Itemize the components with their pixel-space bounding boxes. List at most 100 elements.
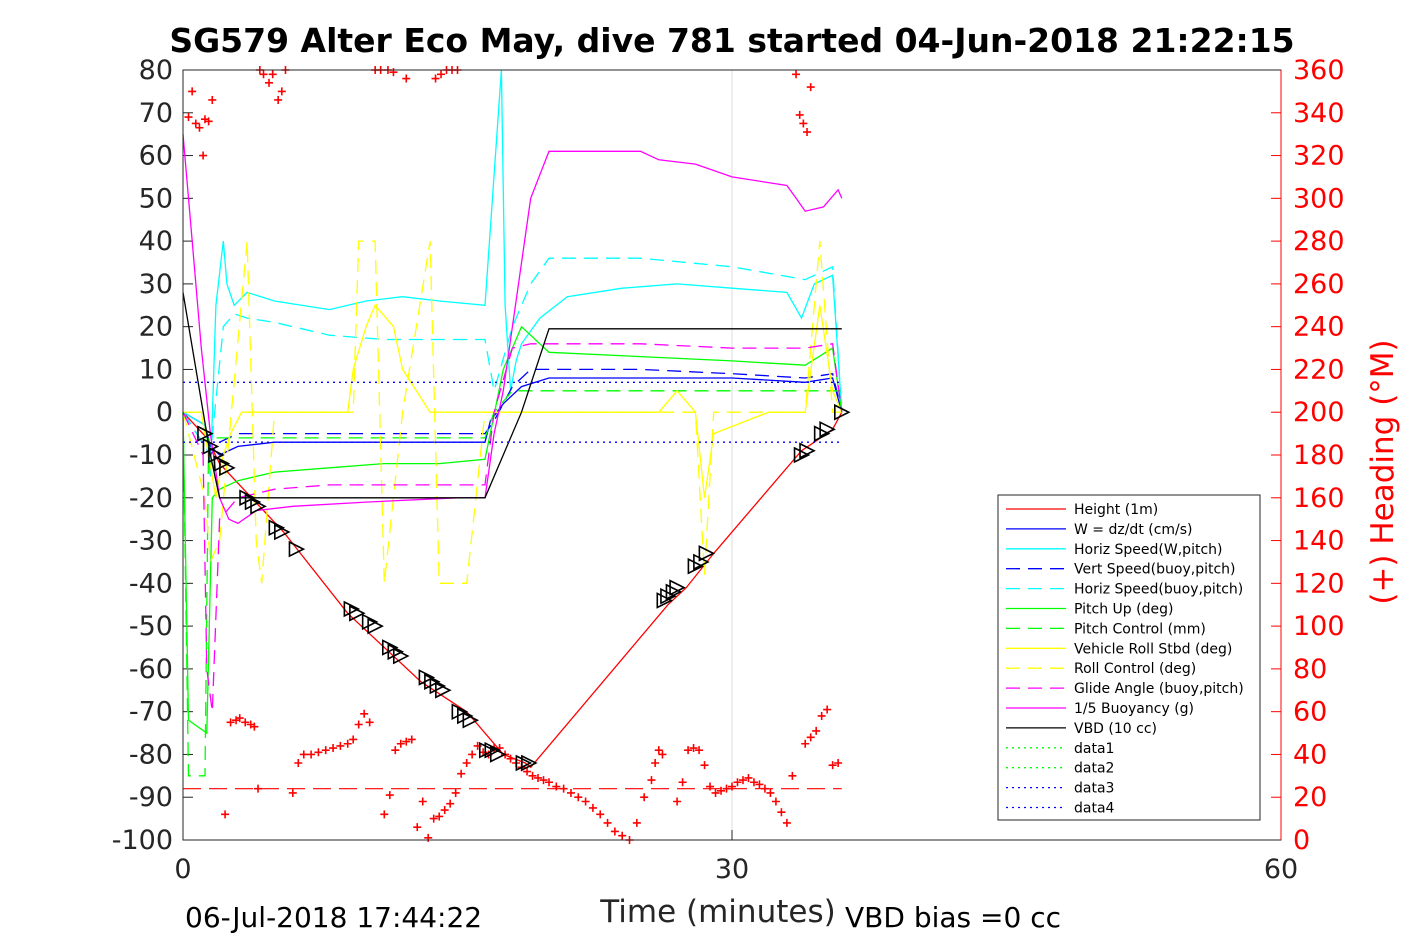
heading-point [766,788,775,797]
triangle-marker [239,489,256,507]
y-tick-label-right: 180 [1293,440,1345,471]
heading-point [208,95,217,104]
triangle-marker [451,703,469,720]
triangle-marker [213,455,231,472]
y-axis-label-right: (+) Heading (°M) [1365,339,1401,604]
y-tick-label-left: -10 [129,440,173,471]
triangle-marker [268,519,286,537]
y-tick-label-right: 120 [1293,568,1345,599]
triangle-marker [367,617,384,635]
heading-point [588,803,597,812]
triangle-marker [208,446,225,464]
heading-point [195,123,204,132]
y-tick-label-left: 60 [139,141,173,172]
y-tick-label-left: 40 [139,226,173,257]
y-tick-label-right: 40 [1293,739,1327,770]
heading-point [418,797,427,806]
y-tick-label-left: 20 [139,312,173,343]
heading-point [307,750,316,759]
heading-point [678,778,687,787]
triangle-marker [793,446,811,464]
triangle-marker [833,403,851,421]
y-tick-label-right: 300 [1293,183,1345,214]
heading-point [760,784,769,793]
heading-point [788,771,797,780]
heading-point [706,782,715,791]
triangle-marker [693,553,710,571]
y-tick-label-right: 20 [1293,782,1327,813]
triangle-marker [660,587,677,605]
heading-point [343,739,352,748]
triangle-marker [799,442,816,460]
y-tick-label-right: 280 [1293,226,1345,257]
heading-point [559,784,568,793]
triangle-marker [819,421,836,438]
heading-point [407,735,416,744]
legend-label: Roll Control (deg) [1074,661,1196,677]
triangle-marker [489,746,507,763]
heading-point [268,70,277,79]
triangle-marker [669,579,686,596]
heading-point [782,818,791,827]
legend-label: W = dz/dt (cm/s) [1074,522,1193,538]
heading-point [184,113,193,122]
heading-point [241,718,250,727]
y-tick-label-right: 240 [1293,312,1345,343]
y-tick-label-right: 360 [1293,55,1345,86]
y-tick-label-left: 30 [139,269,173,300]
heading-point [806,733,815,742]
y-tick-label-right: 160 [1293,483,1345,514]
heading-point [640,793,649,802]
triangle-marker [392,647,410,665]
y-tick-label-right: 220 [1293,354,1345,385]
y-tick-label-right: 80 [1293,654,1327,685]
heading-point [365,718,374,727]
legend-label: data2 [1074,761,1114,777]
triangle-marker [521,754,538,772]
heading-point [777,808,786,817]
legend-label: VBD (10 cc) [1074,721,1157,737]
heading-point [380,810,389,819]
heading-point [792,70,801,79]
heading-point [711,788,720,797]
triangle-marker [381,639,399,656]
heading-point [235,714,244,723]
heading-point [288,788,297,797]
triangle-marker [343,600,361,618]
triangle-marker [457,707,474,725]
series-line-glide-angle-buoy-pitch- [182,343,843,712]
heading-point [566,788,575,797]
footer-timestamp: 06-Jul-2018 17:44:22 [185,901,482,934]
y-tick-label-left: -90 [129,782,173,813]
heading-point [610,827,619,836]
triangle-marker [219,459,236,477]
heading-point [413,823,422,832]
triangle-marker [687,557,705,575]
heading-point [552,782,561,791]
heading-point [274,95,283,104]
heading-point [803,128,812,137]
heading-point [828,761,837,770]
y-tick-label-left: 0 [156,397,173,428]
heading-point [658,750,667,759]
series-line-pitch-up-deg- [182,325,843,735]
legend-label: Glide Angle (buoy,pitch) [1074,681,1244,697]
y-tick-label-right: 320 [1293,141,1345,172]
heading-point [199,151,208,160]
triangle-marker [349,604,366,622]
heading-point [250,722,259,731]
y-tick-label-left: -60 [129,654,173,685]
heading-point [446,799,455,808]
heading-point [396,739,405,748]
footer-vbd-bias: VBD bias =0 cc [845,901,1061,934]
x-tick-label: 60 [1264,854,1298,885]
heading-point [684,746,693,755]
triangle-marker [418,669,436,686]
triangle-marker [429,677,447,695]
triangle-marker [813,425,831,442]
heading-point [795,110,804,119]
y-tick-label-right: 140 [1293,526,1345,557]
x-tick-label: 30 [715,854,749,885]
legend-label: Pitch Up (deg) [1074,602,1173,618]
